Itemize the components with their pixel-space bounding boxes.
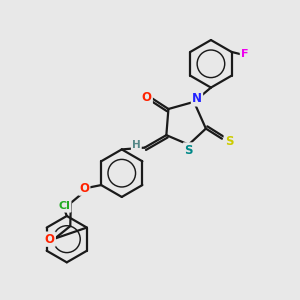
Text: H: H [132,140,141,150]
Text: S: S [225,135,233,148]
Text: F: F [241,49,248,59]
Text: O: O [45,233,55,246]
Text: O: O [79,182,89,194]
Text: S: S [184,143,192,157]
Text: N: N [192,92,202,105]
Text: O: O [142,91,152,103]
Text: Cl: Cl [58,202,70,212]
